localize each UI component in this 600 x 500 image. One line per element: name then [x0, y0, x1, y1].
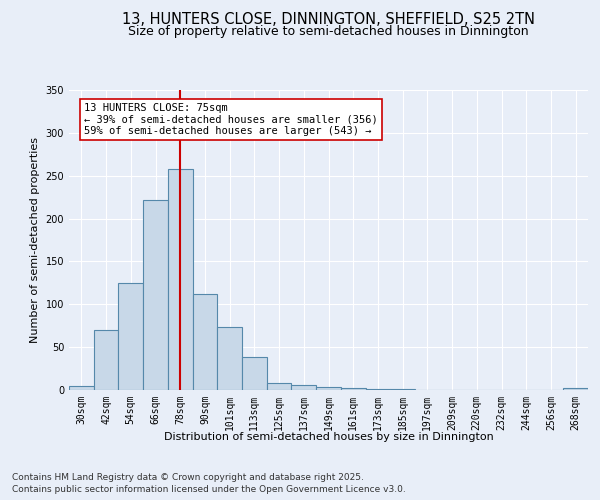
Bar [118, 283, 143, 390]
Text: Size of property relative to semi-detached houses in Dinnington: Size of property relative to semi-detach… [128, 25, 529, 38]
Bar [94, 330, 118, 390]
Text: 13 HUNTERS CLOSE: 75sqm
← 39% of semi-detached houses are smaller (356)
59% of s: 13 HUNTERS CLOSE: 75sqm ← 39% of semi-de… [84, 103, 377, 136]
Bar [168, 169, 193, 390]
Bar [217, 328, 242, 390]
Text: Contains public sector information licensed under the Open Government Licence v3: Contains public sector information licen… [12, 485, 406, 494]
Bar [267, 383, 292, 390]
Text: 13, HUNTERS CLOSE, DINNINGTON, SHEFFIELD, S25 2TN: 13, HUNTERS CLOSE, DINNINGTON, SHEFFIELD… [122, 12, 535, 28]
Text: Contains HM Land Registry data © Crown copyright and database right 2025.: Contains HM Land Registry data © Crown c… [12, 472, 364, 482]
Bar [143, 200, 168, 390]
Bar [292, 385, 316, 390]
Bar [563, 388, 588, 390]
Bar [69, 386, 94, 390]
Y-axis label: Number of semi-detached properties: Number of semi-detached properties [30, 137, 40, 343]
Bar [242, 358, 267, 390]
Bar [341, 388, 365, 390]
Text: Distribution of semi-detached houses by size in Dinnington: Distribution of semi-detached houses by … [164, 432, 494, 442]
Bar [390, 389, 415, 390]
Bar [365, 389, 390, 390]
Bar [193, 294, 217, 390]
Bar [316, 386, 341, 390]
